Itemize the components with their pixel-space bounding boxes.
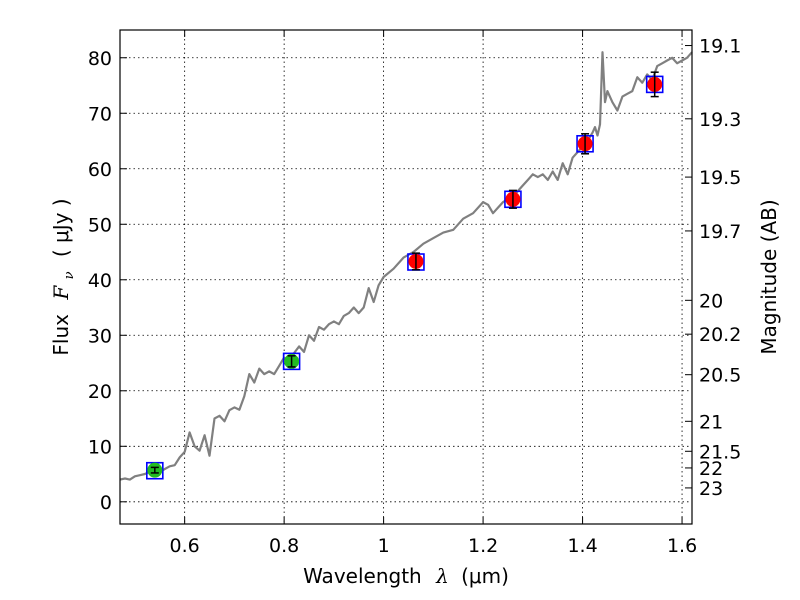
x-axis-label-unit: (μm) bbox=[461, 564, 509, 588]
x-tick-label: 0.8 bbox=[269, 535, 299, 557]
grid bbox=[120, 30, 692, 524]
plot-frame bbox=[119, 29, 693, 525]
y-axis-label-unit: ( μJy ) bbox=[49, 198, 73, 257]
y2-tick-label: 19.3 bbox=[699, 109, 741, 131]
x-axis-label-prefix: Wavelength bbox=[303, 564, 422, 588]
x-axis-label: Wavelength λ (μm) bbox=[303, 564, 509, 588]
x-tick-label: 1 bbox=[378, 535, 390, 557]
y-tick-label: 20 bbox=[88, 381, 112, 403]
ticks: 0.6 0.8 1 1.2 1.4 1.6 0 10 20 30 40 50 60 70 80 19.1 19.… bbox=[88, 30, 741, 557]
y2-tick-label: 19.1 bbox=[699, 36, 741, 58]
y-axis-label: Flux F ν ( μJy ) bbox=[49, 198, 78, 355]
y2-tick-label: 20 bbox=[699, 290, 723, 312]
y2-tick-label: 23 bbox=[699, 478, 723, 500]
y2-tick-label: 21.5 bbox=[699, 441, 741, 463]
y2-tick-label: 19.5 bbox=[699, 167, 741, 189]
y-tick-label: 80 bbox=[88, 48, 112, 70]
y2-tick-label: 20.5 bbox=[699, 365, 741, 387]
y-tick-label: 0 bbox=[100, 492, 112, 514]
x-axis-label-symbol: λ bbox=[435, 564, 449, 588]
y-tick-label: 60 bbox=[88, 159, 112, 181]
y-axis-label-symbol: F bbox=[49, 285, 73, 301]
y-tick-label: 40 bbox=[88, 270, 112, 292]
y-tick-label: 30 bbox=[88, 325, 112, 347]
y2-axis-label: Magnitude (AB) bbox=[757, 199, 781, 354]
y2-tick-label: 19.7 bbox=[699, 221, 741, 243]
spectrum-layer bbox=[119, 51, 693, 481]
x-tick-label: 1.6 bbox=[667, 535, 697, 557]
y2-tick-label: 20.2 bbox=[699, 324, 741, 346]
y-tick-label: 50 bbox=[88, 214, 112, 236]
y-tick-label: 10 bbox=[88, 436, 112, 458]
y-axis-label-prefix: Flux bbox=[49, 314, 73, 356]
x-tick-label: 1.4 bbox=[567, 535, 597, 557]
x-tick-label: 1.2 bbox=[468, 535, 498, 557]
spectrum-line bbox=[119, 51, 693, 481]
markers bbox=[146, 71, 664, 480]
y-axis-label-subscript: ν bbox=[62, 271, 77, 279]
model-point-square bbox=[282, 352, 301, 371]
y-tick-label: 70 bbox=[88, 103, 112, 125]
y2-tick-label: 22 bbox=[699, 458, 723, 480]
y2-tick-label: 21 bbox=[699, 411, 723, 433]
x-tick-label: 0.6 bbox=[170, 535, 200, 557]
